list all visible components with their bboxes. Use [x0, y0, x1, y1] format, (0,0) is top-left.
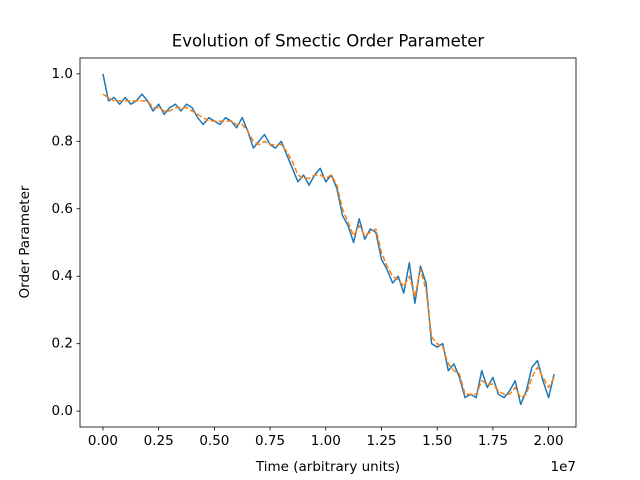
x-tick-label: 2.00	[534, 433, 564, 449]
y-tick-label: 0.0	[52, 403, 73, 419]
y-tick-label: 0.6	[52, 201, 73, 217]
x-tick-label: 1.50	[422, 433, 452, 449]
y-tick-label: 0.2	[52, 336, 73, 352]
x-tick-label: 0.50	[199, 433, 229, 449]
x-tick-label: 0.25	[144, 433, 174, 449]
data-line	[102, 73, 555, 406]
data-line	[102, 93, 555, 399]
x-tick-label: 0.00	[88, 433, 118, 449]
x-offset-label: 1e7	[551, 459, 576, 475]
x-tick-label: 1.75	[478, 433, 508, 449]
chart-title: Evolution of Smectic Order Parameter	[172, 32, 485, 51]
x-axis-label: Time (arbitrary units)	[255, 459, 400, 475]
plot-frame	[79, 57, 577, 428]
x-tick-label: 0.75	[255, 433, 285, 449]
x-tick-label: 1.25	[366, 433, 396, 449]
y-tick-label: 0.8	[52, 133, 73, 149]
y-tick-label: 0.4	[52, 268, 73, 284]
y-axis-label: Order Parameter	[17, 185, 33, 298]
x-tick-label: 1.00	[311, 433, 341, 449]
y-tick-label: 1.0	[52, 66, 73, 82]
